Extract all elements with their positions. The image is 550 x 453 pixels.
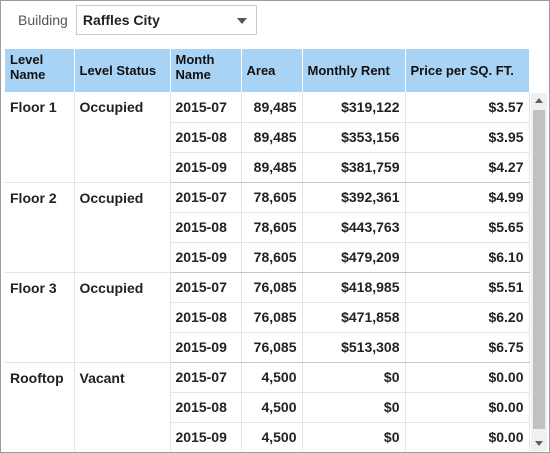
table-row: 2015-08 4,500 $0 $0.00 [5,392,530,423]
rent-cell: $471,858 [302,302,406,333]
price-cell: $3.57 [405,92,530,123]
data-table: Level Name Level Status Month Name Area … [5,49,530,451]
price-cell: $6.20 [405,302,530,333]
area-cell: 76,085 [241,272,303,303]
table-row: 2015-08 89,485 $353,156 $3.95 [5,122,530,153]
rent-cell: $418,985 [302,272,406,303]
building-filter: Building Raffles City [18,5,257,35]
table-row: 2015-09 78,605 $479,209 $6.10 [5,242,530,273]
month-cell: 2015-07 [170,272,242,303]
arrow-up-icon[interactable] [531,93,547,109]
area-cell: 89,485 [241,152,303,183]
table-row: Floor 1 Occupied 2015-07 89,485 $319,122… [5,92,530,183]
price-cell: $6.10 [405,242,530,273]
rent-cell: $0 [302,362,406,393]
area-cell: 78,605 [241,212,303,243]
building-select[interactable]: Raffles City [75,5,257,35]
price-cell: $4.27 [405,152,530,183]
price-cell: $6.75 [405,332,530,363]
rent-cell: $392,361 [302,182,406,213]
area-cell: 76,085 [241,302,303,333]
area-cell: 76,085 [241,332,303,363]
month-cell: 2015-07 [170,182,242,213]
column-header-price-per-sqft[interactable]: Price per SQ. FT. [405,49,530,92]
month-cell: 2015-09 [170,332,242,363]
chevron-down-icon [236,18,247,24]
area-cell: 89,485 [241,122,303,153]
area-cell: 78,605 [241,182,303,213]
rent-cell: $0 [302,422,406,451]
table-row: 2015-08 78,605 $443,763 $5.65 [5,212,530,243]
month-cell: 2015-09 [170,422,242,451]
rent-cell: $353,156 [302,122,406,153]
rent-cell: $0 [302,392,406,423]
table-row: Rooftop Vacant 2015-07 4,500 $0 $0.00 [5,362,530,451]
price-cell: $0.00 [405,422,530,451]
level-status-cell: Vacant [74,362,171,451]
table-row: 2015-08 76,085 $471,858 $6.20 [5,302,530,333]
month-cell: 2015-07 [170,362,242,393]
price-cell: $5.65 [405,212,530,243]
rent-cell: $479,209 [302,242,406,273]
table-row: 2015-09 76,085 $513,308 $6.75 [5,332,530,363]
level-name-cell: Floor 3 [5,272,75,363]
month-cell: 2015-08 [170,122,242,153]
area-cell: 89,485 [241,92,303,123]
rent-cell: $319,122 [302,92,406,123]
month-cell: 2015-07 [170,92,242,123]
level-name-cell: Floor 2 [5,182,75,273]
level-status-cell: Occupied [74,272,171,363]
rent-cell: $513,308 [302,332,406,363]
month-cell: 2015-08 [170,212,242,243]
column-header-level-status[interactable]: Level Status [74,49,171,92]
price-cell: $0.00 [405,392,530,423]
vertical-scrollbar[interactable] [531,93,547,451]
scrollbar-thumb[interactable] [533,110,545,429]
arrow-down-icon[interactable] [531,435,547,451]
level-status-cell: Occupied [74,182,171,273]
month-cell: 2015-09 [170,152,242,183]
rent-cell: $381,759 [302,152,406,183]
area-cell: 4,500 [241,362,303,393]
table-row: 2015-09 89,485 $381,759 $4.27 [5,152,530,183]
column-header-month-name[interactable]: Month Name [170,49,242,92]
area-cell: 78,605 [241,242,303,273]
price-cell: $3.95 [405,122,530,153]
table-row: Floor 3 Occupied 2015-07 76,085 $418,985… [5,272,530,363]
rent-cell: $443,763 [302,212,406,243]
level-status-cell: Occupied [74,92,171,183]
table-row: 2015-09 4,500 $0 $0.00 [5,422,530,451]
table-row: Floor 2 Occupied 2015-07 78,605 $392,361… [5,182,530,273]
price-cell: $4.99 [405,182,530,213]
building-filter-label: Building [18,12,68,28]
area-cell: 4,500 [241,422,303,451]
building-select-value: Raffles City [82,12,160,28]
level-name-cell: Rooftop [5,362,75,451]
area-cell: 4,500 [241,392,303,423]
column-header-level-name[interactable]: Level Name [5,49,75,92]
price-cell: $5.51 [405,272,530,303]
table-header-row: Level Name Level Status Month Name Area … [5,49,530,92]
column-header-monthly-rent[interactable]: Monthly Rent [302,49,406,92]
price-cell: $0.00 [405,362,530,393]
data-table-container: Level Name Level Status Month Name Area … [5,49,547,451]
column-header-area[interactable]: Area [241,49,303,92]
month-cell: 2015-09 [170,242,242,273]
month-cell: 2015-08 [170,392,242,423]
level-name-cell: Floor 1 [5,92,75,183]
month-cell: 2015-08 [170,302,242,333]
